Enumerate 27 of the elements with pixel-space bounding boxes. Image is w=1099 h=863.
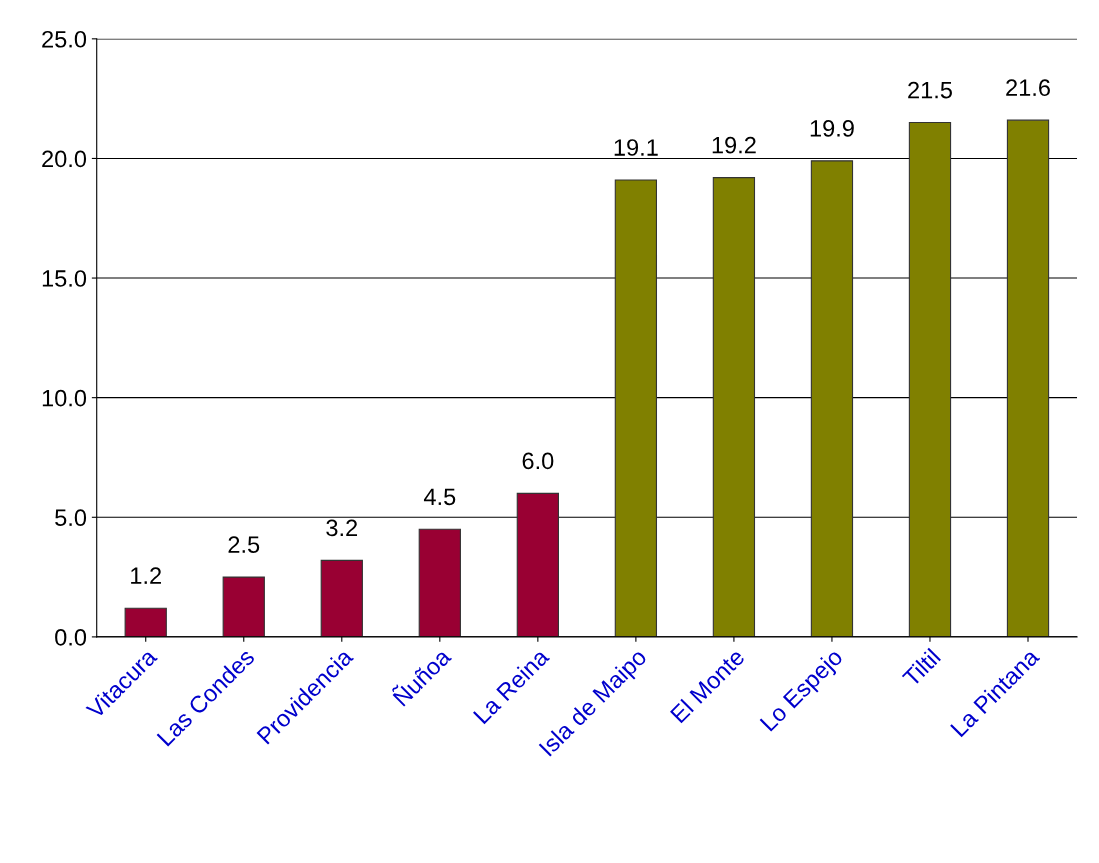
- y-tick-label: 15.0: [42, 270, 87, 287]
- bar: [908, 122, 952, 637]
- bar: [418, 528, 461, 637]
- y-tick-label: 25.0: [42, 30, 87, 48]
- y-tick-label: 10.0: [42, 389, 87, 407]
- y-tick-label: 20.0: [42, 150, 87, 168]
- bar: [1006, 119, 1050, 637]
- bar: [516, 492, 559, 637]
- data-label: 4.5: [423, 488, 456, 506]
- y-tick-label: 0.0: [55, 628, 87, 646]
- bar: [712, 177, 756, 637]
- data-label: 19.2: [712, 136, 756, 154]
- data-label: 19.9: [810, 120, 854, 137]
- data-label: 21.5: [908, 81, 952, 99]
- y-tick-label: 5.0: [55, 509, 87, 527]
- bar: [124, 607, 167, 637]
- data-label: 19.1: [614, 139, 658, 156]
- x-tick-label: Tiltil: [901, 647, 942, 688]
- data-label: 6.0: [522, 452, 554, 470]
- data-label: 3.2: [326, 519, 358, 537]
- data-label: 21.6: [1006, 79, 1050, 97]
- bar: [320, 559, 363, 637]
- bar: [614, 179, 658, 637]
- bar: [810, 160, 854, 637]
- data-label: 1.2: [131, 567, 161, 584]
- data-label: 2.5: [228, 536, 260, 553]
- bar: [222, 576, 265, 637]
